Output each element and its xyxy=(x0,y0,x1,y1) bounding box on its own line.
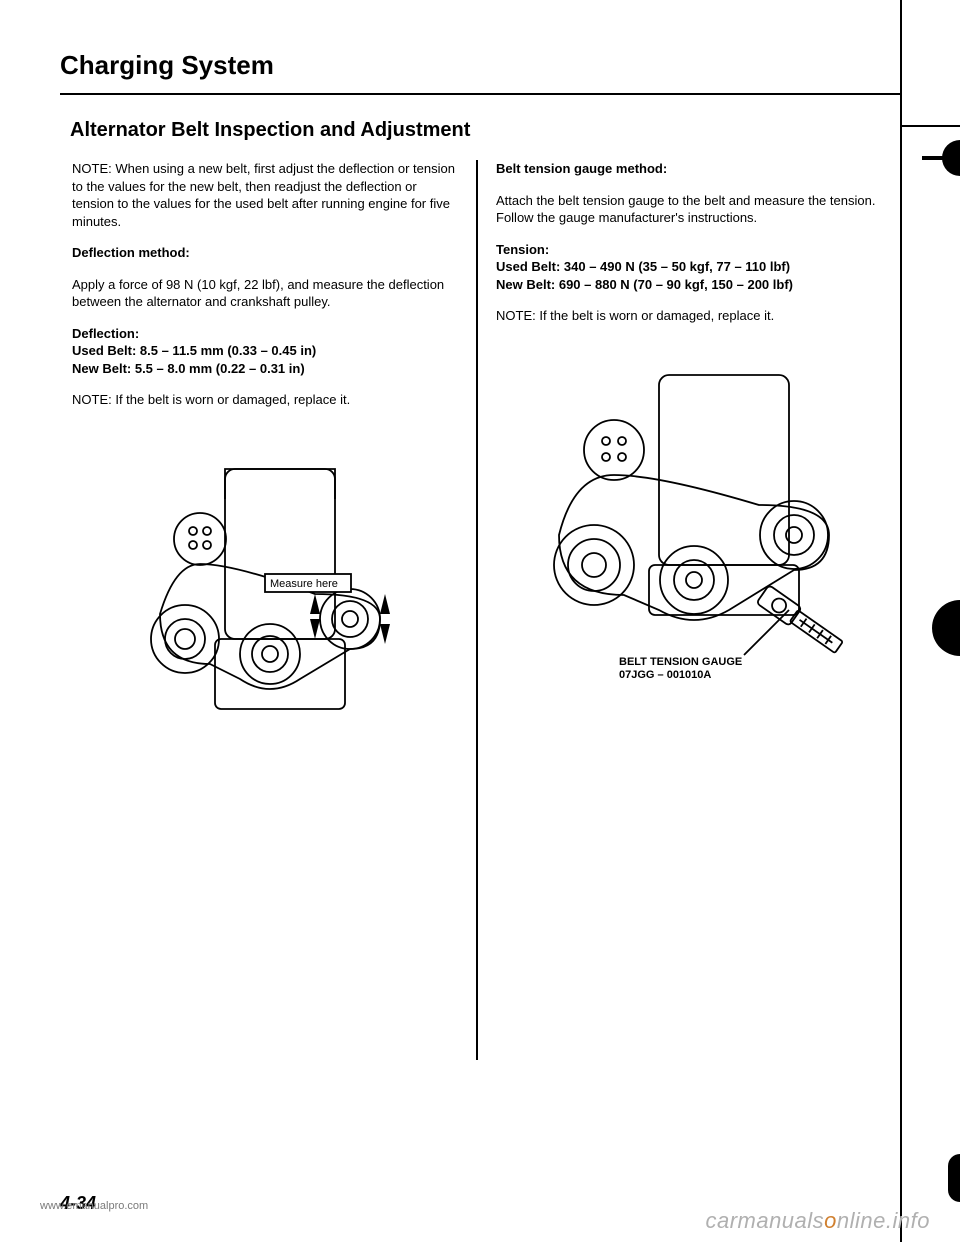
tension-gauge-figure: BELT TENSION GAUGE 07JGG – 001010A xyxy=(496,355,882,695)
deflection-method-heading: Deflection method: xyxy=(72,244,458,262)
binder-edge xyxy=(900,0,960,1242)
binder-tab-icon xyxy=(942,140,960,176)
footer-url: www.emanualpro.com xyxy=(40,1200,148,1212)
binder-tab-icon xyxy=(932,600,960,656)
two-column-layout: NOTE: When using a new belt, first adjus… xyxy=(60,160,900,1060)
engine-gauge-diagram-icon: BELT TENSION GAUGE 07JGG – 001010A xyxy=(509,355,869,695)
used-belt-tension: Used Belt: 340 – 490 N (35 – 50 kgf, 77 … xyxy=(496,259,790,274)
left-column: NOTE: When using a new belt, first adjus… xyxy=(60,160,476,1060)
watermark: carmanualsonline.info xyxy=(705,1208,930,1234)
note-replace-belt-right: NOTE: If the belt is worn or damaged, re… xyxy=(496,307,882,325)
section-title: Alternator Belt Inspection and Adjustmen… xyxy=(70,119,900,142)
note-new-belt: NOTE: When using a new belt, first adjus… xyxy=(72,160,458,230)
gauge-part-number: 07JGG – 001010A xyxy=(619,669,711,681)
right-column: Belt tension gauge method: Attach the be… xyxy=(478,160,900,1060)
tension-gauge-method-heading: Belt tension gauge method: xyxy=(496,160,882,178)
binder-tab-icon xyxy=(948,1154,960,1202)
new-belt-tension: New Belt: 690 – 880 N (70 – 90 kgf, 150 … xyxy=(496,277,793,292)
tension-label: Tension: xyxy=(496,242,549,257)
watermark-text-post: nline.info xyxy=(837,1208,930,1233)
attach-gauge-text: Attach the belt tension gauge to the bel… xyxy=(496,192,882,227)
used-belt-deflection: Used Belt: 8.5 – 11.5 mm (0.33 – 0.45 in… xyxy=(72,343,316,358)
binder-rule xyxy=(900,125,960,127)
measure-here-label: Measure here xyxy=(270,578,338,590)
deflection-specs: Deflection: Used Belt: 8.5 – 11.5 mm (0.… xyxy=(72,325,458,378)
chapter-title: Charging System xyxy=(60,50,900,81)
note-replace-belt-left: NOTE: If the belt is worn or damaged, re… xyxy=(72,391,458,409)
tension-specs: Tension: Used Belt: 340 – 490 N (35 – 50… xyxy=(496,241,882,294)
watermark-text-pre: carmanuals xyxy=(705,1208,824,1233)
gauge-label: BELT TENSION GAUGE xyxy=(619,656,742,668)
horizontal-rule xyxy=(60,93,900,95)
new-belt-deflection: New Belt: 5.5 – 8.0 mm (0.22 – 0.31 in) xyxy=(72,361,305,376)
deflection-label: Deflection: xyxy=(72,326,139,341)
engine-belt-diagram-icon: Measure here xyxy=(115,439,415,739)
apply-force-text: Apply a force of 98 N (10 kgf, 22 lbf), … xyxy=(72,276,458,311)
watermark-text-hl: o xyxy=(824,1208,837,1233)
deflection-figure: Measure here xyxy=(72,439,458,739)
